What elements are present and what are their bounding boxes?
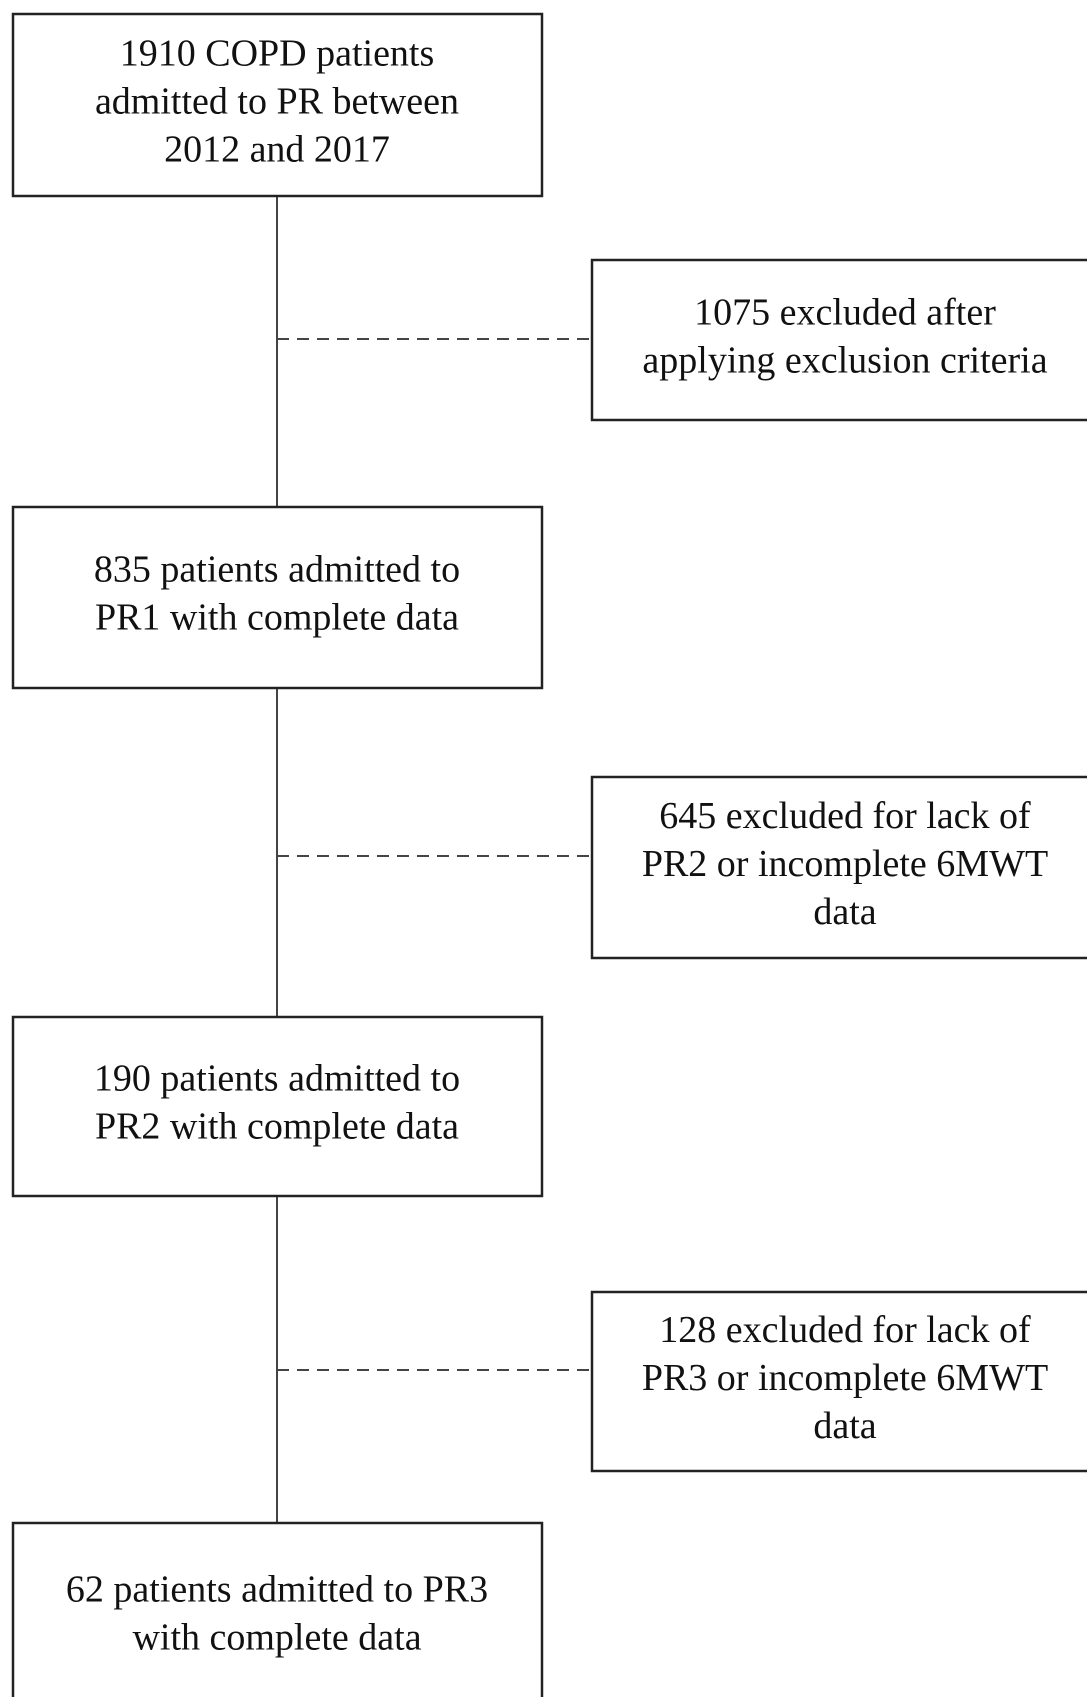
stage-box-text: 62 patients admitted to PR3 (66, 1569, 488, 1611)
stage-box-text: 835 patients admitted to (94, 549, 460, 591)
exclusion-box (590, 1290, 1087, 1473)
stage-box (11, 1015, 544, 1198)
exclusion-box (590, 258, 1087, 422)
exclusion-box-text: 128 excluded for lack of (659, 1309, 1031, 1351)
stage-box-text: admitted to PR between (95, 81, 459, 123)
stage-box-text: 2012 and 2017 (164, 129, 390, 171)
stage-box-text: with complete data (132, 1617, 421, 1659)
stage-box (11, 12, 544, 198)
stage-box (11, 505, 544, 690)
exclusion-box-text: data (813, 1405, 876, 1447)
stage-box-text: 1910 COPD patients (120, 33, 435, 75)
stage-box-text: 190 patients admitted to (94, 1058, 460, 1100)
exclusion-box-text: PR3 or incomplete 6MWT (642, 1357, 1048, 1399)
exclusion-box-text: data (813, 891, 876, 933)
exclusion-box-text: applying exclusion criteria (642, 340, 1047, 382)
stage-box-text: PR2 with complete data (95, 1106, 459, 1148)
stage-box (11, 1521, 544, 1697)
exclusion-box-text: PR2 or incomplete 6MWT (642, 843, 1048, 885)
stage-box-text: PR1 with complete data (95, 597, 459, 639)
exclusion-box (590, 775, 1087, 960)
exclusion-box-text: 1075 excluded after (694, 292, 996, 334)
exclusion-box-text: 645 excluded for lack of (659, 795, 1031, 837)
